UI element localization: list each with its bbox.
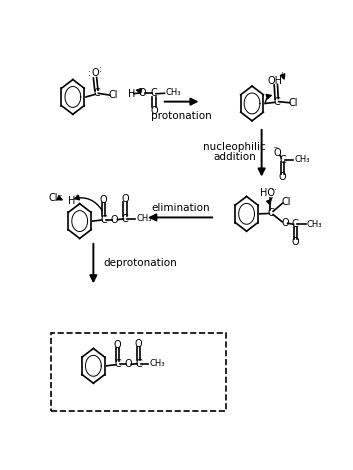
Text: CH₃: CH₃ — [136, 214, 151, 223]
Text: H: H — [128, 89, 135, 99]
Text: CH₃: CH₃ — [307, 220, 322, 229]
Text: C: C — [93, 88, 100, 98]
Text: C: C — [268, 208, 275, 218]
Text: O: O — [281, 218, 289, 228]
Text: O: O — [279, 172, 287, 182]
Text: :: : — [99, 65, 102, 74]
Text: O: O — [125, 360, 132, 369]
Text: Cl: Cl — [288, 98, 298, 108]
Text: O: O — [100, 195, 108, 205]
Text: protonation: protonation — [150, 111, 211, 121]
Bar — [51, 333, 226, 411]
Text: addition: addition — [213, 152, 256, 162]
Text: O: O — [150, 106, 158, 117]
Text: O: O — [274, 148, 282, 158]
Text: O: O — [135, 339, 143, 349]
Text: C: C — [114, 360, 121, 369]
Text: Cl⁻: Cl⁻ — [48, 193, 63, 203]
Text: ⁻: ⁻ — [272, 146, 277, 156]
Text: ⁺: ⁺ — [75, 193, 79, 202]
Text: O: O — [121, 195, 129, 204]
Text: CH₃: CH₃ — [166, 88, 181, 97]
Text: HO: HO — [261, 188, 275, 198]
Text: O: O — [91, 69, 99, 78]
Text: Cl: Cl — [109, 90, 118, 100]
Text: C: C — [136, 359, 142, 368]
Text: O: O — [114, 340, 121, 350]
Text: OH: OH — [268, 76, 283, 86]
Text: C: C — [273, 97, 280, 107]
Text: C: C — [279, 155, 286, 164]
Text: Cl: Cl — [281, 197, 291, 207]
Text: CH₃: CH₃ — [294, 155, 310, 164]
Text: nucleophilic: nucleophilic — [203, 142, 266, 152]
Text: C: C — [292, 219, 299, 229]
Text: +: + — [279, 70, 285, 80]
Text: C: C — [100, 215, 107, 225]
Text: deprotonation: deprotonation — [103, 258, 177, 268]
Text: O: O — [111, 215, 119, 225]
Text: :: : — [88, 69, 90, 78]
Text: H: H — [68, 196, 75, 206]
Text: C: C — [151, 88, 157, 98]
Text: elimination: elimination — [151, 204, 210, 213]
Text: CH₃: CH₃ — [150, 359, 165, 368]
Text: O: O — [139, 88, 146, 98]
Text: ··: ·· — [271, 186, 277, 195]
Text: C: C — [122, 214, 128, 224]
Text: O: O — [292, 237, 299, 247]
